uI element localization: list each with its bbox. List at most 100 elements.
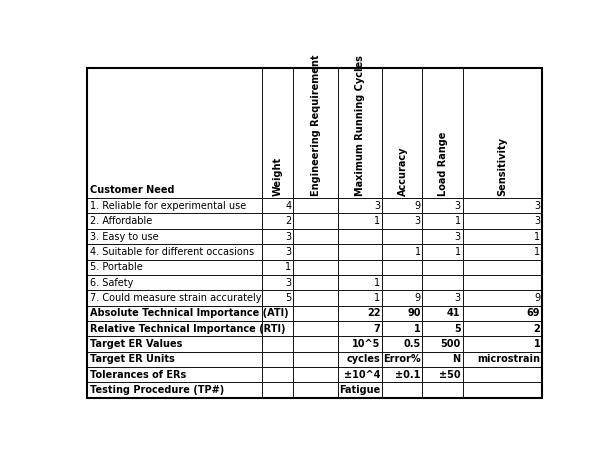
Text: Testing Procedure (TP#): Testing Procedure (TP#) (90, 385, 224, 395)
Text: 1: 1 (454, 247, 460, 257)
Text: microstrain: microstrain (477, 355, 540, 365)
Text: Engineering Requirement: Engineering Requirement (311, 54, 321, 196)
Text: 1: 1 (454, 216, 460, 226)
Bar (422, 275, 462, 290)
Text: 1. Reliable for experimental use: 1. Reliable for experimental use (90, 201, 246, 211)
Bar (293, 336, 338, 352)
Text: 90: 90 (407, 308, 421, 318)
Bar (262, 352, 293, 367)
Bar (293, 244, 338, 260)
Bar (383, 229, 422, 244)
Text: Absolute Technical Importance (ATI): Absolute Technical Importance (ATI) (90, 308, 288, 318)
Text: Target ER Values: Target ER Values (90, 339, 182, 349)
Text: Customer Need: Customer Need (90, 185, 174, 195)
Bar (462, 198, 542, 213)
Bar (293, 260, 338, 275)
Bar (87, 382, 262, 398)
Bar (422, 229, 462, 244)
Bar (383, 244, 422, 260)
Text: 7: 7 (374, 324, 381, 334)
Text: Tolerances of ERs: Tolerances of ERs (90, 370, 186, 380)
Text: Maximum Running Cycles: Maximum Running Cycles (355, 55, 365, 196)
Bar (422, 290, 462, 306)
Bar (262, 198, 293, 213)
Bar (87, 352, 262, 367)
Text: cycles: cycles (347, 355, 381, 365)
Bar (422, 306, 462, 321)
Text: 1: 1 (534, 339, 540, 349)
Bar (338, 260, 383, 275)
Bar (87, 306, 262, 321)
Bar (422, 260, 462, 275)
Text: ±10^4: ±10^4 (344, 370, 381, 380)
Bar (338, 213, 383, 229)
Bar (338, 198, 383, 213)
Bar (293, 352, 338, 367)
Bar (262, 244, 293, 260)
Bar (262, 213, 293, 229)
Text: 5: 5 (285, 293, 292, 303)
Text: 5: 5 (454, 324, 460, 334)
Text: 4: 4 (286, 201, 292, 211)
Text: 22: 22 (367, 308, 381, 318)
Text: 9: 9 (534, 293, 540, 303)
Bar (383, 260, 422, 275)
Bar (338, 68, 383, 198)
Text: 0.5: 0.5 (403, 339, 421, 349)
Text: 1: 1 (414, 247, 421, 257)
Bar (262, 68, 293, 198)
Bar (87, 321, 262, 336)
Bar (262, 275, 293, 290)
Bar (338, 244, 383, 260)
Bar (422, 336, 462, 352)
Text: Fatigue: Fatigue (340, 385, 381, 395)
Bar (262, 367, 293, 382)
Text: 2: 2 (534, 324, 540, 334)
Bar (338, 275, 383, 290)
Text: 3: 3 (454, 201, 460, 211)
Bar (383, 213, 422, 229)
Text: 3: 3 (534, 201, 540, 211)
Text: 1: 1 (375, 277, 381, 287)
Bar (87, 275, 262, 290)
Bar (338, 290, 383, 306)
Bar (422, 198, 462, 213)
Bar (338, 306, 383, 321)
Text: 1: 1 (286, 262, 292, 272)
Bar (87, 336, 262, 352)
Bar (87, 68, 262, 198)
Bar (338, 352, 383, 367)
Bar (462, 229, 542, 244)
Text: 1: 1 (534, 247, 540, 257)
Bar (422, 321, 462, 336)
Text: ±50: ±50 (439, 370, 460, 380)
Bar (383, 336, 422, 352)
Bar (262, 382, 293, 398)
Text: 3: 3 (454, 293, 460, 303)
Text: 9: 9 (414, 293, 421, 303)
Bar (462, 290, 542, 306)
Text: 69: 69 (527, 308, 540, 318)
Text: 3. Easy to use: 3. Easy to use (90, 232, 158, 242)
Bar (338, 367, 383, 382)
Text: 1: 1 (414, 324, 421, 334)
Bar (422, 244, 462, 260)
Bar (383, 382, 422, 398)
Bar (462, 321, 542, 336)
Text: 3: 3 (375, 201, 381, 211)
Text: 500: 500 (440, 339, 460, 349)
Bar (422, 213, 462, 229)
Bar (383, 352, 422, 367)
Bar (293, 306, 338, 321)
Text: Relative Technical Importance (RTI): Relative Technical Importance (RTI) (90, 324, 285, 334)
Text: 3: 3 (414, 216, 421, 226)
Bar (383, 367, 422, 382)
Bar (462, 275, 542, 290)
Bar (462, 382, 542, 398)
Bar (338, 336, 383, 352)
Bar (462, 244, 542, 260)
Text: 1: 1 (534, 232, 540, 242)
Bar (87, 290, 262, 306)
Bar (338, 382, 383, 398)
Bar (462, 352, 542, 367)
